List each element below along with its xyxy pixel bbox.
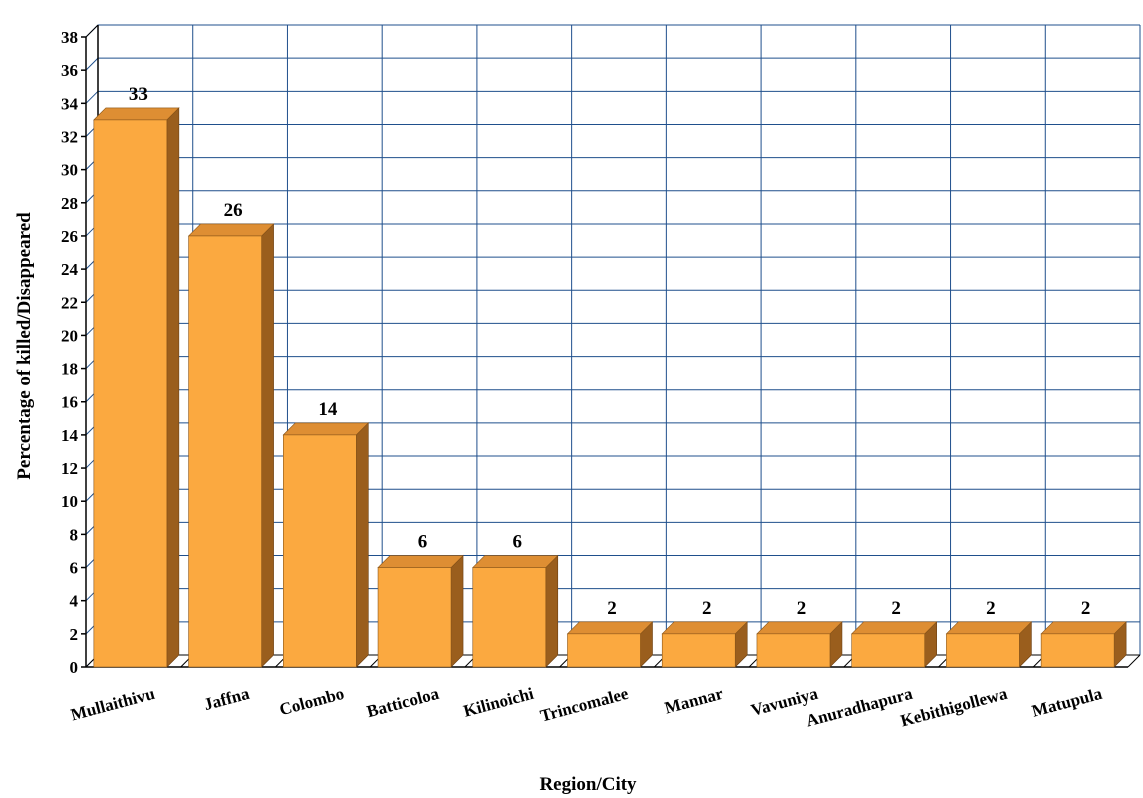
y-tick-label: 28 — [61, 194, 78, 213]
x-tick-label: Kilinoichi — [461, 684, 536, 721]
y-tick-label: 14 — [61, 426, 79, 445]
bar-front — [188, 235, 262, 668]
bars — [93, 107, 1127, 668]
bar-kebithigollewa — [945, 621, 1033, 668]
x-tick-label: Mullaithivu — [69, 684, 157, 725]
y-tick-label: 34 — [61, 94, 79, 113]
bar-front — [93, 119, 168, 668]
bar-front — [661, 633, 736, 668]
bar-front — [1040, 633, 1115, 668]
x-axis-title: Region/City — [539, 774, 637, 795]
x-tick-label: Colombo — [277, 684, 346, 719]
y-tick-label: 20 — [61, 326, 78, 345]
y-tick-label: 2 — [70, 625, 79, 644]
bar-mannar — [661, 621, 748, 668]
x-tick-label: Anuradhapura — [804, 684, 915, 731]
bar-top — [472, 555, 559, 568]
data-label: 26 — [224, 200, 243, 221]
bar-batticoloa — [377, 554, 464, 668]
bar-side — [545, 554, 559, 668]
data-label: 2 — [1081, 598, 1091, 619]
data-label: 33 — [129, 84, 148, 105]
bar-front — [377, 567, 452, 668]
y-tick-label: 10 — [61, 492, 78, 511]
bar-front — [283, 434, 357, 668]
bar-trincomalee — [566, 621, 654, 668]
bar-front — [851, 633, 925, 668]
bar-matupula — [1040, 621, 1127, 668]
bar-vavuniya — [756, 621, 843, 668]
bar-top — [93, 107, 180, 121]
bar-top — [945, 621, 1033, 635]
y-axis-title: Percentage of killed/Disappeared — [14, 212, 35, 480]
bar-front — [472, 567, 547, 668]
bar-jaffna — [187, 223, 275, 668]
bar-front — [567, 633, 641, 668]
bar-top — [187, 223, 275, 237]
data-label: 6 — [418, 532, 428, 553]
y-axis-top — [85, 24, 99, 38]
bar-top — [566, 621, 654, 635]
y-tick-label: 30 — [61, 161, 78, 180]
data-label: 6 — [513, 532, 523, 553]
bar-front — [756, 633, 831, 668]
x-tick-label: Mannar — [663, 684, 726, 718]
y-tick-label: 6 — [70, 559, 79, 578]
floor-line — [1127, 654, 1141, 668]
bar-anuradhapura — [850, 621, 938, 668]
bar-colombo — [282, 422, 370, 668]
bar-mullaithivu — [93, 107, 180, 668]
y-tick-label: 26 — [61, 227, 78, 246]
data-label: 2 — [986, 598, 996, 619]
bar-kilinoichi — [472, 554, 559, 668]
y-tick-label: 32 — [61, 127, 78, 146]
y-tick-label: 4 — [70, 592, 79, 611]
data-label: 2 — [607, 598, 617, 619]
y-tick-label: 36 — [61, 61, 78, 80]
x-tick-label: Trincomalee — [538, 684, 631, 726]
x-tick-label: Batticoloa — [365, 684, 442, 722]
bar-top — [377, 555, 464, 568]
y-tick-label: 38 — [61, 28, 78, 47]
data-label: 2 — [797, 598, 807, 619]
y-tick-label: 8 — [70, 525, 79, 544]
data-label: 2 — [891, 598, 901, 619]
y-tick-label: 18 — [61, 360, 78, 379]
data-label: 2 — [702, 598, 712, 619]
y-tick-label: 24 — [61, 260, 79, 279]
x-tick-label: Kebithigollewa — [898, 684, 1009, 731]
grid — [85, 24, 1141, 668]
x-tick-label: Matupula — [1030, 684, 1105, 721]
y-tick-label: 12 — [61, 459, 78, 478]
y-tick-label: 0 — [70, 658, 79, 677]
bar-side — [356, 422, 369, 668]
gridline-side — [85, 57, 99, 71]
data-label: 14 — [318, 399, 338, 420]
bar-top — [661, 621, 748, 635]
x-tick-label: Jaffna — [202, 684, 252, 714]
bar-front — [946, 633, 1020, 668]
gridline-side — [85, 90, 99, 104]
bar-side — [261, 223, 274, 668]
y-tick-label: 16 — [61, 393, 78, 412]
bar-top — [282, 422, 370, 436]
bar-top — [1040, 621, 1127, 635]
bar-top — [850, 621, 938, 635]
y-tick-label: 22 — [61, 293, 78, 312]
bar-side — [450, 554, 464, 668]
bar-top — [756, 621, 843, 635]
bar-side — [166, 107, 180, 668]
